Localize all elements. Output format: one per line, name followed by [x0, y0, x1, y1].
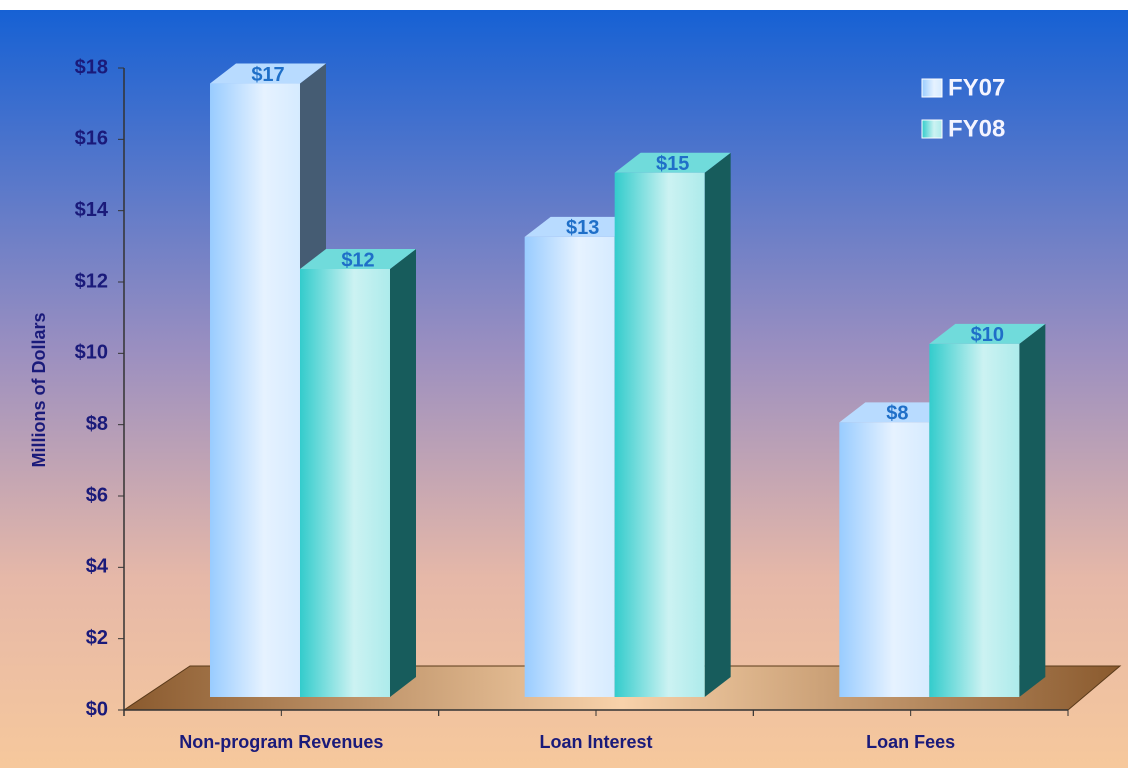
legend-swatch [921, 78, 943, 98]
bar [300, 269, 390, 697]
data-label: $12 [341, 249, 374, 271]
bar-side [390, 249, 416, 697]
bar [929, 343, 1020, 697]
y-tick-label: $18 [75, 56, 108, 78]
legend-swatch [921, 119, 943, 139]
y-tick-label: $14 [75, 199, 109, 221]
data-label: $15 [656, 153, 689, 175]
y-tick-label: $12 [75, 270, 108, 292]
bar [524, 236, 615, 697]
bar-side [704, 152, 731, 697]
bar-top [839, 402, 956, 423]
x-tick-label: Loan Fees [866, 732, 955, 752]
y-tick-label: $6 [86, 484, 108, 506]
y-tick-label: $8 [86, 413, 108, 435]
legend-label: FY08 [948, 115, 1005, 142]
bar-top [929, 323, 1046, 344]
x-tick-label: Non-program Revenues [179, 732, 383, 752]
y-tick-label: $0 [86, 698, 108, 720]
x-tick-label: Loan Interest [539, 732, 652, 752]
data-label: $8 [886, 403, 908, 425]
data-label: $13 [566, 217, 599, 239]
y-tick-label: $2 [86, 627, 108, 649]
legend-label: FY07 [948, 74, 1005, 101]
bar-top [210, 63, 326, 84]
bar-top [300, 249, 416, 269]
bar [839, 422, 930, 697]
y-tick-label: $4 [86, 556, 109, 578]
data-label: $10 [971, 324, 1004, 346]
y-axis-title: Millions of Dollars [29, 312, 49, 467]
data-label: $17 [251, 64, 284, 86]
y-tick-label: $10 [75, 342, 108, 364]
bar-top [614, 152, 731, 173]
bar [210, 83, 300, 698]
bar [614, 172, 705, 697]
bar-top [524, 216, 641, 237]
y-tick-label: $16 [75, 128, 108, 150]
bar-side [1019, 323, 1046, 697]
